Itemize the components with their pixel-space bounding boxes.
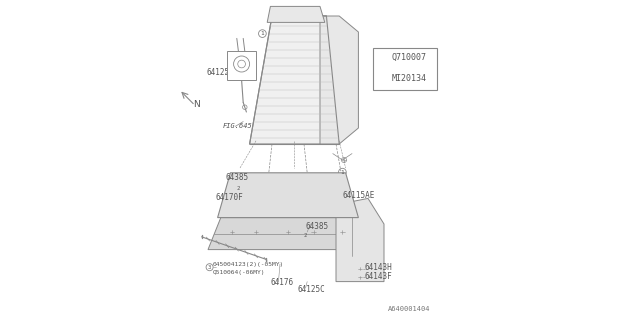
Text: A640001404: A640001404 <box>388 306 431 312</box>
Circle shape <box>328 210 334 216</box>
Circle shape <box>358 276 362 279</box>
Circle shape <box>358 267 362 271</box>
Polygon shape <box>268 6 325 22</box>
Polygon shape <box>208 218 374 250</box>
Circle shape <box>311 175 317 180</box>
Text: 3: 3 <box>208 265 211 270</box>
Text: 64115AE: 64115AE <box>342 191 375 200</box>
Text: 2: 2 <box>237 186 240 191</box>
Text: 64176: 64176 <box>270 278 294 287</box>
Circle shape <box>241 197 246 203</box>
Text: Q510064(-06MY): Q510064(-06MY) <box>212 269 266 275</box>
Circle shape <box>229 229 235 235</box>
Circle shape <box>342 157 347 163</box>
Polygon shape <box>250 16 339 144</box>
Circle shape <box>279 210 285 216</box>
Circle shape <box>285 229 291 235</box>
Bar <box>372 48 437 90</box>
Circle shape <box>339 229 346 235</box>
Polygon shape <box>320 16 358 144</box>
Text: N: N <box>193 100 200 109</box>
Text: 2: 2 <box>304 233 307 238</box>
Polygon shape <box>336 198 384 282</box>
Text: 64385: 64385 <box>226 173 249 182</box>
Text: 2: 2 <box>378 76 382 82</box>
Text: 045004123(2)(-05MY): 045004123(2)(-05MY) <box>212 262 284 267</box>
Circle shape <box>332 175 337 180</box>
Circle shape <box>341 186 347 192</box>
Circle shape <box>253 229 259 235</box>
Text: 1: 1 <box>378 55 382 61</box>
Text: 64385: 64385 <box>306 222 329 231</box>
Text: 64125C: 64125C <box>298 285 325 294</box>
Circle shape <box>230 53 233 56</box>
Bar <box>227 51 256 80</box>
Text: 64170F: 64170F <box>216 193 244 202</box>
Circle shape <box>348 197 353 203</box>
Circle shape <box>305 210 310 216</box>
Circle shape <box>230 72 233 75</box>
Circle shape <box>229 175 235 180</box>
Text: MI20134: MI20134 <box>392 74 427 83</box>
Text: 1: 1 <box>260 31 264 36</box>
Circle shape <box>253 72 256 75</box>
Circle shape <box>311 229 317 235</box>
Circle shape <box>260 175 265 180</box>
Polygon shape <box>218 173 358 218</box>
Circle shape <box>253 210 259 216</box>
Circle shape <box>285 175 291 180</box>
Circle shape <box>243 105 247 109</box>
Circle shape <box>253 53 256 56</box>
Text: FIG.645: FIG.645 <box>223 123 252 129</box>
Text: 1: 1 <box>340 170 344 175</box>
Text: Q710007: Q710007 <box>392 53 427 62</box>
Text: 64143F: 64143F <box>365 272 392 281</box>
Text: 64143H: 64143H <box>365 263 392 272</box>
Text: 64125I: 64125I <box>206 68 234 77</box>
Circle shape <box>236 186 241 192</box>
